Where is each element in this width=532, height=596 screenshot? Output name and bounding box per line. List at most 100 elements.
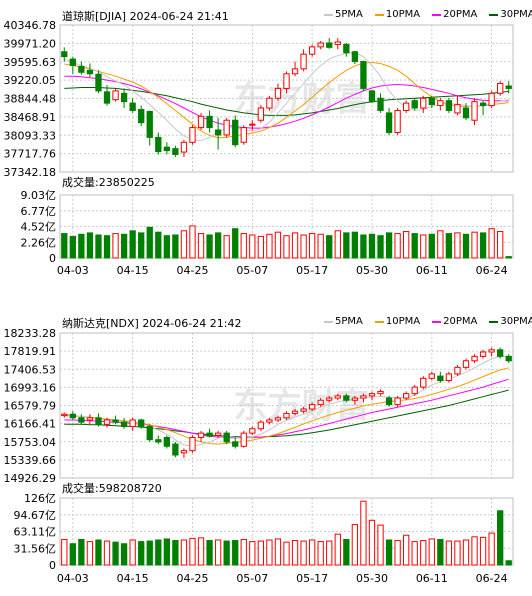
volume-bar xyxy=(129,230,136,259)
price-tick-label: 40346.78 xyxy=(4,19,57,32)
volume-bar xyxy=(180,539,188,566)
volume-bar xyxy=(223,540,230,566)
volume-bar xyxy=(163,538,170,566)
candle-body xyxy=(343,395,350,401)
volume-bar xyxy=(317,541,324,566)
candle-body xyxy=(403,393,410,399)
candle-body xyxy=(95,417,102,425)
ndx-panel: 纳斯达克[NDX] 2024-06-24 21:42 5PMA 10PMA 20… xyxy=(0,308,532,596)
candle-body xyxy=(403,102,410,111)
candle-body xyxy=(146,110,153,138)
candle-body xyxy=(445,100,453,111)
price-tick-label: 38844.48 xyxy=(4,93,57,106)
candle-body xyxy=(351,51,359,63)
volume-bar xyxy=(86,232,94,259)
x-tick-label: 04-03 xyxy=(57,572,89,585)
candle-body xyxy=(462,107,470,119)
volume-bar xyxy=(95,234,102,259)
candle-body xyxy=(326,397,333,401)
volume-bar xyxy=(454,232,461,259)
volume-bar xyxy=(189,225,196,259)
candle-body xyxy=(385,397,393,406)
volume-bar xyxy=(308,233,316,259)
volume-bar xyxy=(351,524,359,566)
volume-bar xyxy=(283,541,290,566)
volume-bar xyxy=(471,536,478,566)
volume-bar xyxy=(232,228,239,259)
candle-body xyxy=(360,395,367,399)
volume-bar xyxy=(223,235,230,259)
ma20-line xyxy=(64,75,509,129)
candle-body xyxy=(112,90,119,101)
volume-tick-label: 9.03亿 xyxy=(21,189,57,202)
candle-body xyxy=(163,436,170,447)
volume-bar xyxy=(300,540,307,566)
volume-bar xyxy=(120,233,128,259)
volume-label: 成交量:23850225 xyxy=(62,175,155,189)
candle-body xyxy=(61,413,68,417)
volume-bar xyxy=(78,538,85,566)
volume-bar xyxy=(411,233,418,259)
x-tick-label: 05-17 xyxy=(296,264,328,277)
volume-bar xyxy=(462,233,470,259)
watermark: 东方财富 xyxy=(234,387,370,427)
volume-bar xyxy=(403,230,410,259)
price-tick-label: 15339.66 xyxy=(4,454,57,467)
price-tick-label: 37717.76 xyxy=(4,148,57,161)
candle-body xyxy=(488,349,495,353)
candle-body xyxy=(488,92,495,107)
candle-body xyxy=(368,90,376,103)
candle-body xyxy=(129,419,136,428)
volume-bar xyxy=(428,233,435,259)
volume-bar xyxy=(61,538,68,566)
candle-body xyxy=(351,397,359,401)
candle-body xyxy=(283,412,290,419)
candle-body xyxy=(240,127,247,143)
volume-bar xyxy=(249,541,256,566)
candle-body xyxy=(274,87,282,99)
candle-body xyxy=(283,73,290,89)
volume-bar xyxy=(112,233,119,259)
volume-bar xyxy=(266,539,273,566)
volume-tick-label: 63.11亿 xyxy=(14,526,57,539)
x-tick-label: 05-30 xyxy=(356,572,388,585)
ndx-title: 纳斯达克[NDX] 2024-06-24 21:42 xyxy=(62,317,242,330)
x-tick-label: 04-15 xyxy=(117,264,149,277)
volume-bar xyxy=(257,235,265,259)
candle-body xyxy=(138,108,145,124)
volume-bar xyxy=(488,532,495,566)
ma20-swatch xyxy=(432,13,442,16)
candle-body xyxy=(69,413,76,419)
ma30-swatch xyxy=(489,320,499,323)
volume-bar xyxy=(266,233,273,259)
volume-bar xyxy=(428,538,435,566)
volume-label: 成交量:598208720 xyxy=(62,481,162,495)
x-tick-label: 06-11 xyxy=(416,572,448,585)
candle-body xyxy=(411,100,418,109)
price-pane-border xyxy=(59,24,514,173)
candle-body xyxy=(155,136,162,153)
candle-body xyxy=(197,432,205,438)
candle-body xyxy=(326,42,333,48)
candle-body xyxy=(223,119,230,136)
ma30-line xyxy=(64,87,509,116)
ma20-label: 20PMA xyxy=(443,9,478,20)
x-tick-label: 05-17 xyxy=(296,572,328,585)
volume-bar xyxy=(505,256,512,259)
candle-body xyxy=(78,65,85,73)
volume-bar xyxy=(103,235,111,259)
volume-bar xyxy=(112,541,119,566)
candle-body xyxy=(505,355,512,362)
candle-body xyxy=(223,432,230,443)
candle-body xyxy=(437,100,444,107)
ma5-swatch xyxy=(324,13,333,16)
volume-bar xyxy=(300,234,307,259)
candle-body xyxy=(189,127,196,143)
ma20-label: 20PMA xyxy=(443,316,478,327)
volume-bar xyxy=(146,226,153,259)
ma5-label: 5PMA xyxy=(335,9,363,20)
volume-bar xyxy=(214,232,222,259)
price-tick-label: 18233.28 xyxy=(4,327,57,340)
volume-tick-label: 126亿 xyxy=(24,492,56,505)
candle-body xyxy=(257,107,265,121)
